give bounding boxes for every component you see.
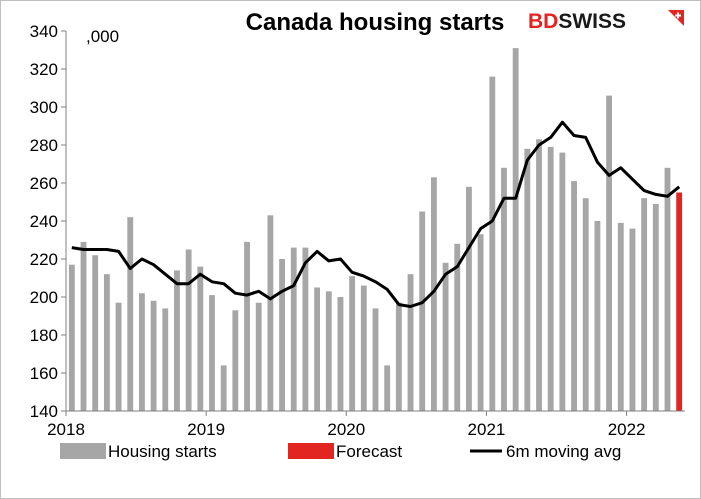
housing-starts-bar bbox=[314, 287, 321, 411]
x-tick-label: 2018 bbox=[47, 420, 85, 439]
legend-label: Forecast bbox=[336, 442, 402, 461]
housing-starts-bar bbox=[430, 177, 437, 411]
x-tick-label: 2022 bbox=[608, 420, 646, 439]
housing-starts-bar bbox=[220, 365, 227, 411]
y-tick-label: 200 bbox=[30, 288, 58, 307]
housing-starts-bar bbox=[419, 211, 426, 411]
chart-title: Canada housing starts bbox=[246, 9, 505, 36]
housing-starts-bar bbox=[442, 262, 449, 411]
housing-starts-bar bbox=[337, 297, 344, 411]
housing-starts-bar bbox=[302, 247, 309, 411]
housing-starts-bar bbox=[290, 247, 297, 411]
housing-starts-bar bbox=[115, 302, 122, 411]
housing-starts-bar bbox=[150, 300, 157, 411]
housing-starts-bar bbox=[594, 221, 601, 411]
line-series bbox=[71, 120, 681, 308]
housing-starts-bar bbox=[524, 148, 531, 412]
housing-starts-bar bbox=[652, 203, 659, 411]
y-tick-label: 240 bbox=[30, 212, 58, 231]
housing-starts-bar bbox=[629, 228, 636, 411]
housing-starts-bar bbox=[92, 255, 99, 411]
y-tick-label: 140 bbox=[30, 402, 58, 421]
housing-starts-bar bbox=[68, 264, 75, 411]
y-tick-label: 280 bbox=[30, 136, 58, 155]
moving-average-line bbox=[71, 120, 681, 308]
housing-starts-bar bbox=[185, 249, 192, 411]
x-axis: 2018 2019 2020 2021 2022 bbox=[47, 410, 685, 439]
housing-starts-bar bbox=[232, 310, 239, 411]
unit-label: ,000 bbox=[86, 27, 119, 46]
housing-starts-bar bbox=[664, 167, 671, 411]
legend-label: Housing starts bbox=[108, 442, 217, 461]
housing-starts-bar bbox=[279, 259, 285, 411]
y-axis: 140 160 180 200 220 240 260 280 300 320 340 bbox=[30, 22, 67, 421]
x-tick-label: 2019 bbox=[187, 420, 225, 439]
housing-starts-bar bbox=[127, 217, 134, 411]
y-tick-label: 320 bbox=[30, 60, 58, 79]
y-tick-label: 260 bbox=[30, 174, 58, 193]
y-tick-label: 160 bbox=[30, 364, 58, 383]
legend-swatch bbox=[60, 443, 106, 459]
y-tick-label: 300 bbox=[30, 98, 58, 117]
housing-starts-bar bbox=[477, 234, 484, 411]
housing-starts-bar bbox=[571, 181, 577, 411]
housing-starts-bar bbox=[454, 243, 461, 411]
housing-starts-bar bbox=[255, 302, 262, 411]
bar-series bbox=[68, 48, 683, 412]
housing-starts-bar bbox=[617, 222, 624, 411]
housing-starts-bar bbox=[360, 285, 367, 411]
swiss-cross-icon bbox=[668, 10, 684, 26]
housing-starts-bar bbox=[325, 291, 332, 411]
housing-starts-bar bbox=[244, 241, 250, 411]
legend-label: 6m moving avg bbox=[506, 442, 621, 461]
housing-starts-bar bbox=[501, 167, 507, 411]
y-tick-label: 220 bbox=[30, 250, 58, 269]
housing-starts-bar bbox=[547, 146, 554, 411]
legend-swatch bbox=[288, 443, 334, 459]
housing-starts-bar bbox=[641, 198, 648, 411]
legend: Housing starts Forecast 6m moving avg bbox=[60, 442, 621, 461]
y-tick-label: 180 bbox=[30, 326, 58, 345]
housing-starts-bar bbox=[512, 48, 519, 411]
housing-starts-bar bbox=[267, 215, 274, 411]
housing-starts-bar bbox=[349, 276, 356, 411]
housing-starts-bar bbox=[162, 308, 169, 411]
housing-starts-bar bbox=[138, 293, 145, 411]
x-tick-label: 2021 bbox=[468, 420, 506, 439]
housing-starts-bar bbox=[197, 266, 204, 411]
housing-starts-bar bbox=[372, 308, 379, 411]
brand-logo: BDSWISS bbox=[528, 10, 684, 33]
housing-starts-bar bbox=[407, 274, 414, 411]
x-tick-label: 2020 bbox=[327, 420, 365, 439]
housing-starts-bar bbox=[536, 139, 542, 412]
housing-starts-bar bbox=[103, 274, 110, 411]
housing-starts-bar bbox=[174, 270, 180, 411]
housing-starts-bar bbox=[489, 76, 496, 411]
housing-starts-bar bbox=[559, 152, 566, 411]
housing-starts-bar bbox=[80, 241, 87, 411]
housing-starts-bar bbox=[582, 198, 589, 411]
housing-starts-bar bbox=[395, 302, 402, 411]
brand-logo-text: BDSWISS bbox=[528, 10, 626, 33]
y-tick-label: 340 bbox=[30, 22, 58, 41]
housing-starts-bar bbox=[466, 186, 472, 411]
housing-starts-bar bbox=[606, 95, 613, 411]
housing-starts-bar bbox=[209, 295, 215, 411]
housing-starts-bar bbox=[384, 365, 391, 411]
forecast-bar bbox=[676, 192, 683, 411]
